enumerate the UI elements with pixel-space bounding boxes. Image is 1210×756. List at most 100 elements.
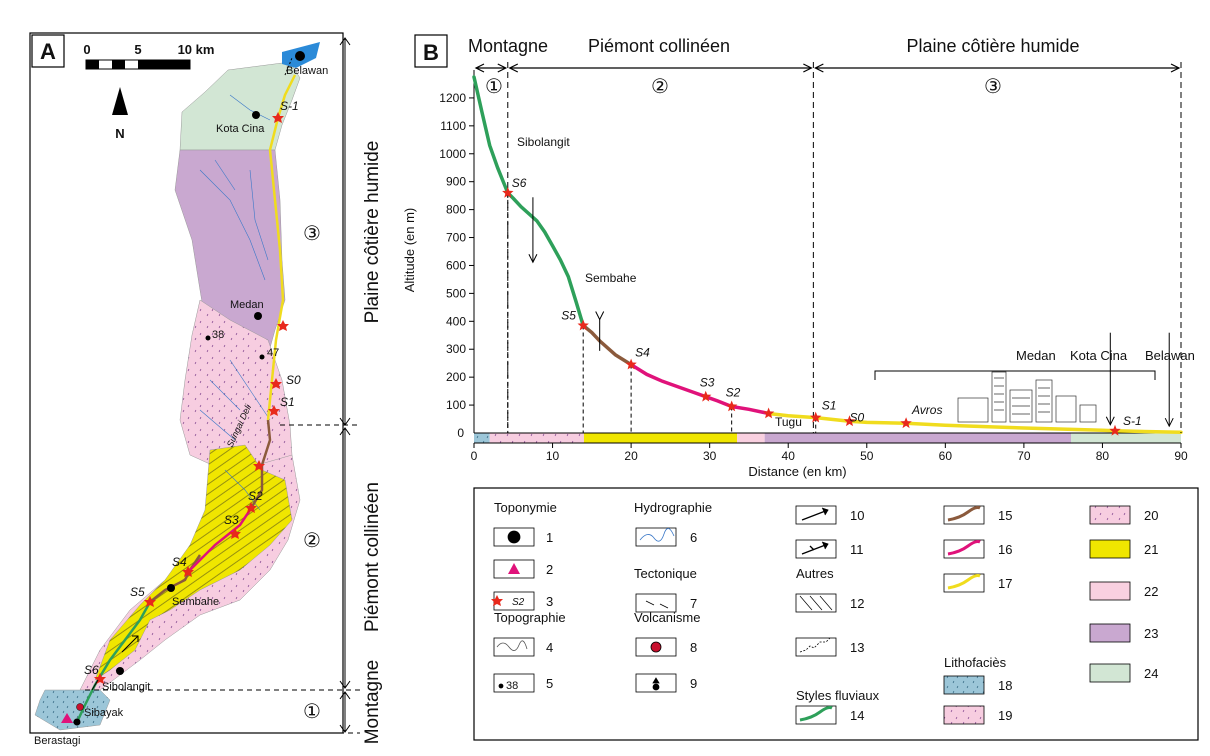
x-tick-label-40: 40 <box>782 449 796 463</box>
y-axis-label: Altitude (en m) <box>402 208 417 293</box>
x-tick-label-50: 50 <box>860 449 874 463</box>
x-axis-label: Distance (en km) <box>748 464 846 479</box>
legend-num-18: 18 <box>998 678 1012 693</box>
legend-header-toponymie: Toponymie <box>494 500 557 515</box>
y-tick-label-500: 500 <box>446 286 466 300</box>
pointer-head-3 <box>1164 417 1174 428</box>
legend-num-19: 19 <box>998 708 1012 723</box>
profile-zone-2-num: ② <box>651 76 669 98</box>
legend-header-autres: Autres <box>796 566 834 581</box>
site-marker-S3 <box>700 390 712 402</box>
zone-arrow-left-2 <box>814 63 824 73</box>
legend-num-9: 9 <box>690 676 697 691</box>
place-sibolangit: Sibolangit <box>102 681 150 693</box>
legend-header-topographie: Topographie <box>494 610 566 625</box>
site-marker-S1 <box>810 411 822 423</box>
y-tick-label-100: 100 <box>446 398 466 412</box>
profile-zone-3-name: Plaine côtière humide <box>906 36 1079 56</box>
scale-5: 5 <box>134 42 141 57</box>
lithology-bar-3 <box>737 433 765 443</box>
profile-zone-1-name: Montagne <box>468 36 548 56</box>
label-belawan: Belawan <box>1145 348 1195 363</box>
site-label-S-1: S-1 <box>1123 414 1142 428</box>
x-tick-label-90: 90 <box>1174 449 1188 463</box>
profile-segment-14 <box>472 75 585 328</box>
legend-num-3: 3 <box>546 594 553 609</box>
legend-sample-s2: S2 <box>512 597 525 608</box>
y-tick-label-900: 900 <box>446 175 466 189</box>
map-site-s5: S5 <box>130 585 145 599</box>
legend-num-4: 4 <box>546 640 553 655</box>
zone-blue <box>34 689 111 731</box>
map-site-s2: S2 <box>248 489 263 503</box>
map-site-sm1: S-1 <box>280 99 299 113</box>
city-skyline-icon <box>957 371 1097 423</box>
site-marker-S-1 <box>1109 424 1121 436</box>
map-site-s3: S3 <box>224 513 239 527</box>
river-yellow <box>266 74 297 421</box>
legend-num-12: 12 <box>850 596 864 611</box>
site-marker-S4 <box>625 358 637 370</box>
legend-frame <box>473 487 1199 741</box>
label-sembahe: Sembahe <box>585 271 637 285</box>
site-label-S0: S0 <box>849 410 864 424</box>
place-47: 47 <box>267 347 279 359</box>
profile-chart: 0 10 20 30 40 50 60 70 80 90010020030040050060070… <box>402 62 1188 479</box>
site-marker-Tugu <box>762 407 775 419</box>
site-label-S1: S1 <box>822 399 837 413</box>
label-tugu: Tugu <box>775 415 802 429</box>
profile-segment-15 <box>581 323 633 367</box>
y-tick-label-1100: 1100 <box>440 119 466 133</box>
scale-10: 10 km <box>178 42 215 57</box>
map-zone-2-name: Piémont collinéen <box>362 482 383 632</box>
pointer-head-0 <box>528 254 538 264</box>
legend-num-11: 11 <box>850 542 864 557</box>
map-zone-1-name: Montagne <box>362 660 383 745</box>
legend-num-5: 5 <box>546 676 553 691</box>
x-tick-label-10: 10 <box>546 449 560 463</box>
flow-arrows <box>91 635 139 691</box>
y-tick-label-200: 200 <box>446 370 466 384</box>
lithology-bar-0 <box>474 433 490 443</box>
profile-zone-3-num: ③ <box>984 76 1002 98</box>
legend-num-14: 14 <box>850 708 864 723</box>
label-kota-cina: Kota Cina <box>1070 348 1128 363</box>
legend-header-tectonique: Tectonique <box>634 566 697 581</box>
north-label: N <box>115 126 124 141</box>
y-tick-label-400: 400 <box>446 314 466 328</box>
legend-num-21: 21 <box>1144 542 1158 557</box>
site-label-S6: S6 <box>512 176 527 190</box>
x-tick-label-20: 20 <box>624 449 638 463</box>
site-marker-S5 <box>577 319 589 331</box>
lithology-bar-2 <box>583 433 738 443</box>
site-marker-S2 <box>726 400 738 412</box>
legend-sample-38: 38 <box>506 680 518 692</box>
legend-num-16: 16 <box>998 542 1012 557</box>
site-label-S3: S3 <box>700 376 715 390</box>
profile-segment-16 <box>629 362 771 416</box>
north-arrow-icon: N <box>112 87 128 141</box>
site-label-S2: S2 <box>726 385 741 399</box>
lithology-bar-1 <box>489 433 584 443</box>
zone-arrow-left-0 <box>474 63 485 73</box>
legend-num-13: 13 <box>850 640 864 655</box>
panel-b: B Montagne Piémont collinéen Plaine côti… <box>402 34 1199 741</box>
legend-numbers: 1 2 3 4 5 6 7 8 9 10 11 12 13 14 15 16 1… <box>546 508 1158 723</box>
legend-num-2: 2 <box>546 562 553 577</box>
legend-num-8: 8 <box>690 640 697 655</box>
panel-b-label: B <box>423 40 439 65</box>
place-sembahe: Sembahe <box>172 596 219 608</box>
zone-arrow-right-2 <box>1170 63 1181 73</box>
legend-num-7: 7 <box>690 596 697 611</box>
x-tick-label-80: 80 <box>1096 449 1110 463</box>
profile-zone-1-num: ① <box>485 76 503 98</box>
label-sibolangit: Sibolangit <box>517 135 570 149</box>
y-tick-label-800: 800 <box>446 203 466 217</box>
y-tick-label-0: 0 <box>457 426 464 440</box>
map-site-s4: S4 <box>172 555 187 569</box>
zone-arrow-right-1 <box>803 63 813 73</box>
city-brackets <box>874 370 1156 380</box>
map-zone-2-num: ② <box>303 530 321 552</box>
map-site-s1: S1 <box>280 395 295 409</box>
y-tick-label-600: 600 <box>446 258 466 272</box>
